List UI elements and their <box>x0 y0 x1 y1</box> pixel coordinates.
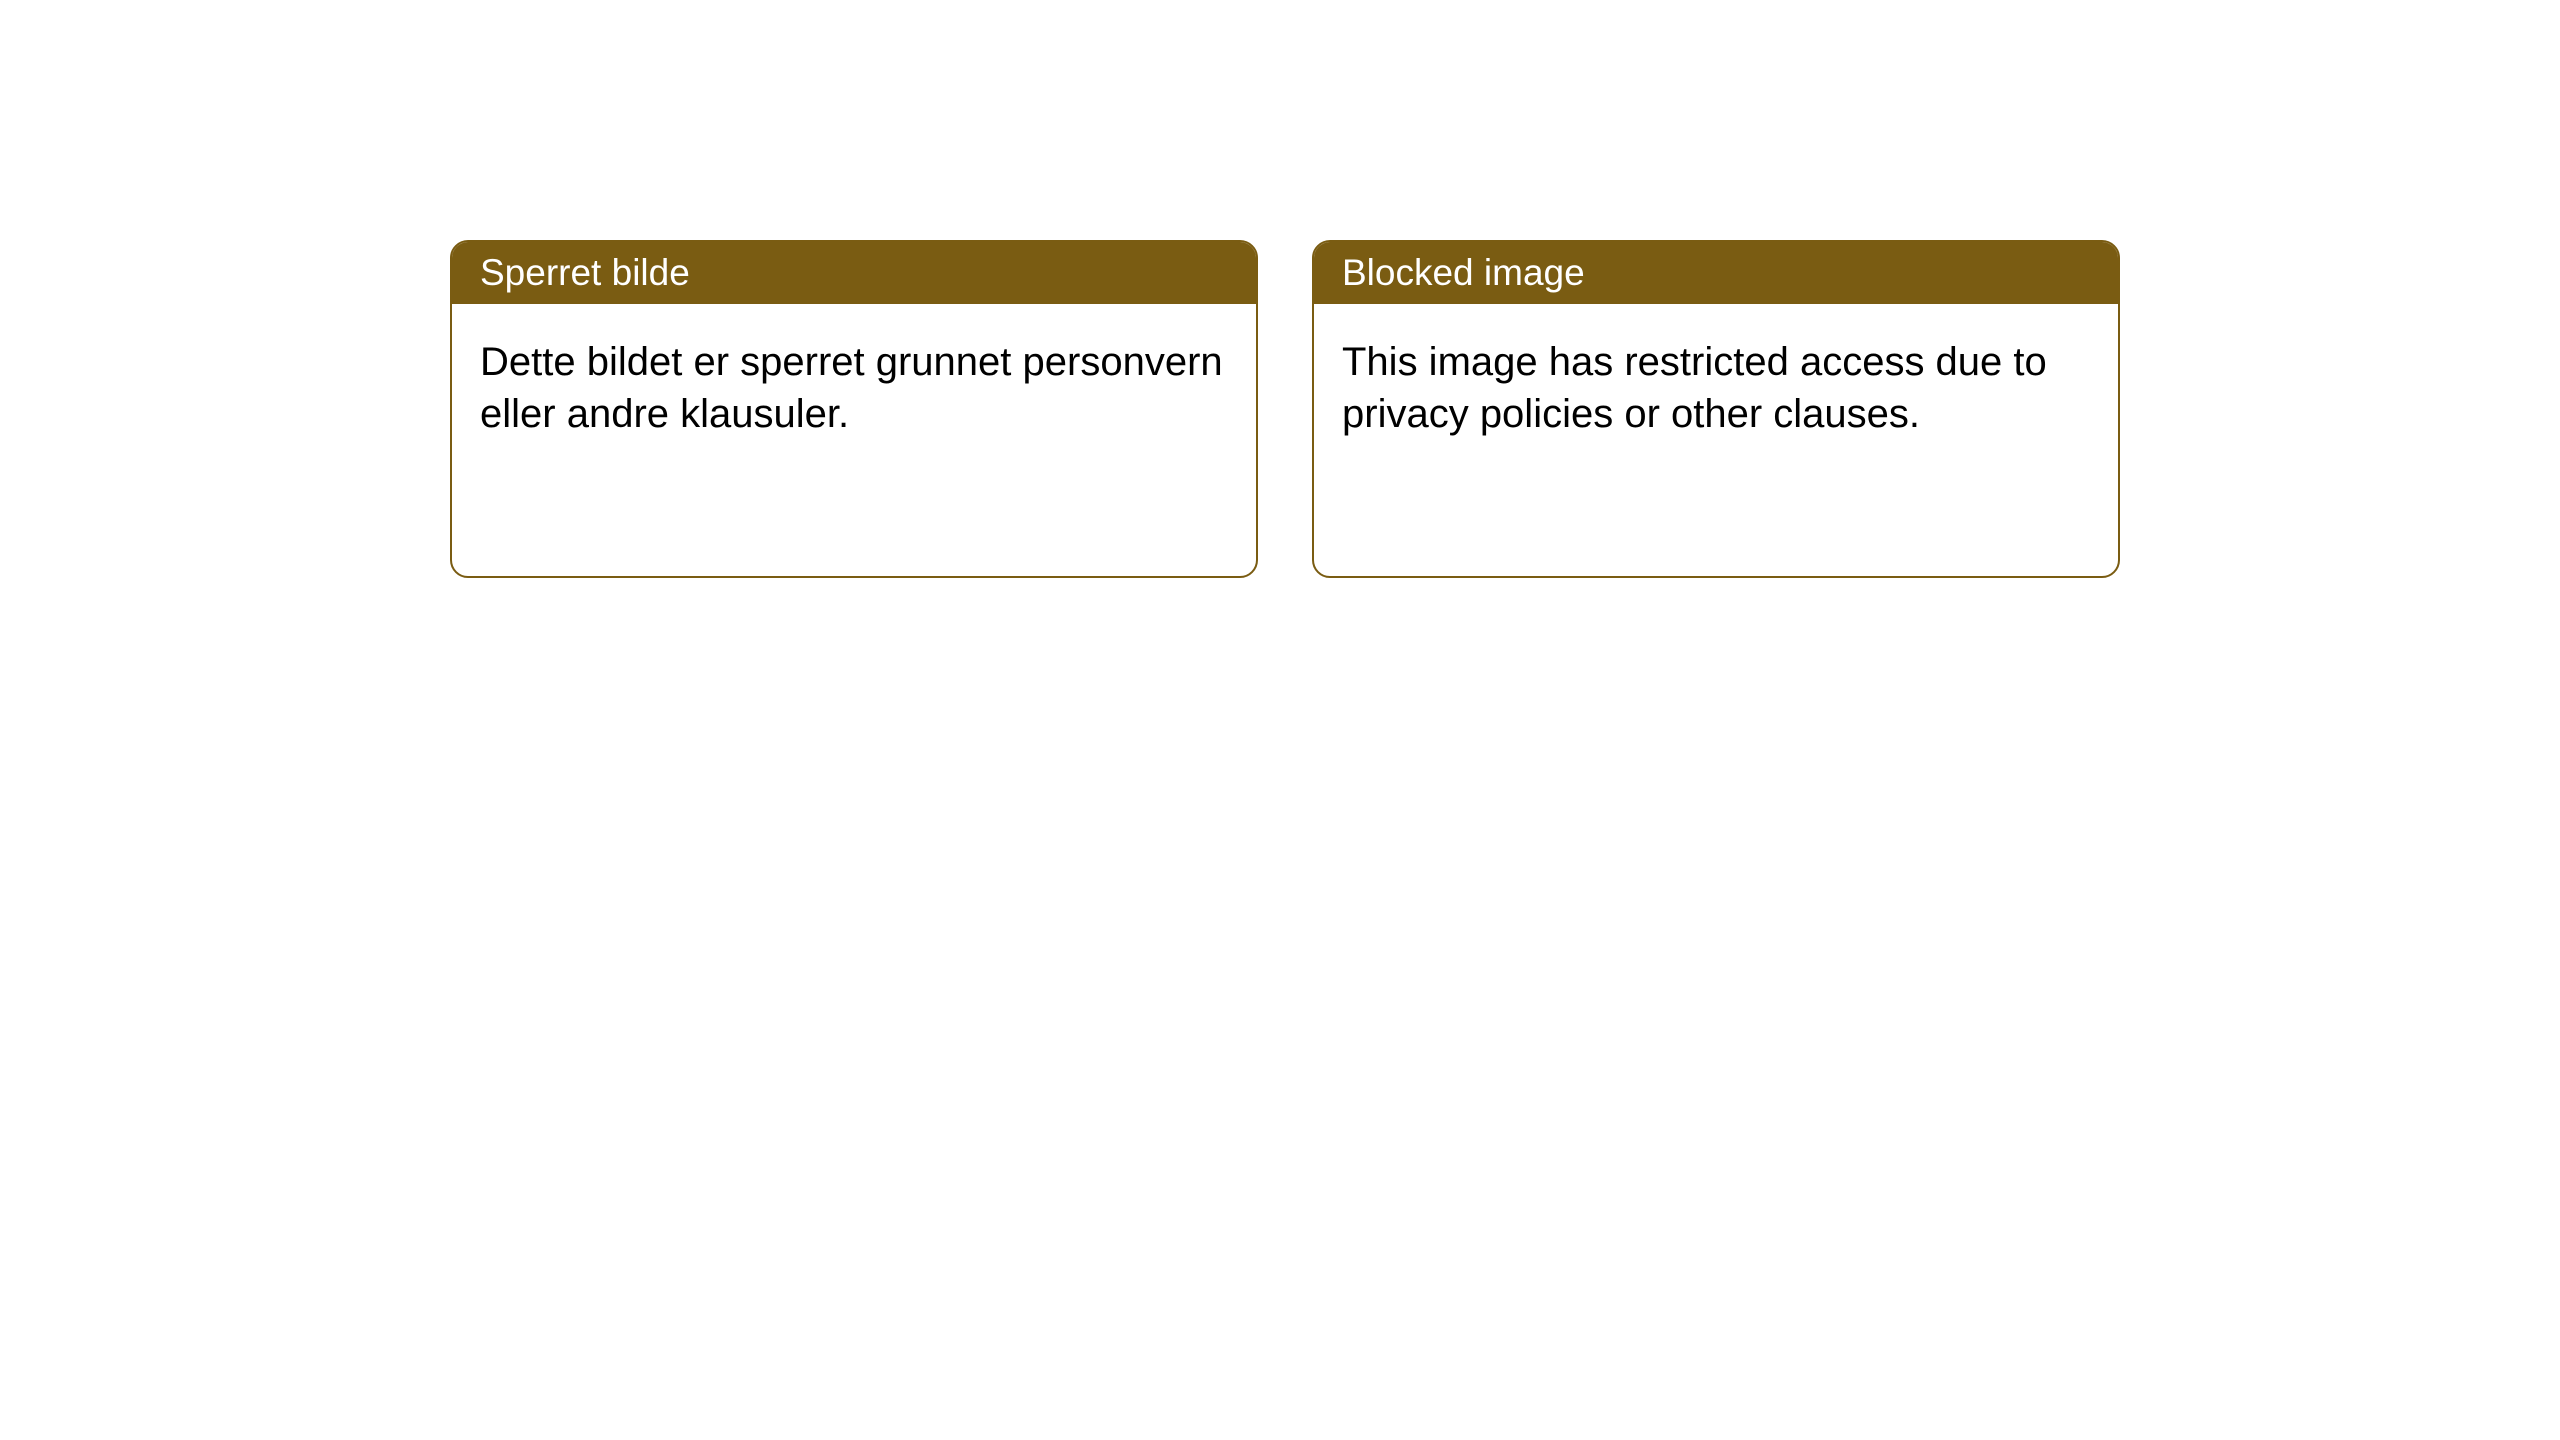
card-text-english: This image has restricted access due to … <box>1342 340 2047 436</box>
card-body-english: This image has restricted access due to … <box>1314 304 2118 472</box>
card-header-english: Blocked image <box>1314 242 2118 304</box>
card-body-norwegian: Dette bildet er sperret grunnet personve… <box>452 304 1256 472</box>
card-title-norwegian: Sperret bilde <box>480 252 690 293</box>
card-header-norwegian: Sperret bilde <box>452 242 1256 304</box>
card-title-english: Blocked image <box>1342 252 1585 293</box>
cards-container: Sperret bilde Dette bildet er sperret gr… <box>0 0 2560 578</box>
card-english: Blocked image This image has restricted … <box>1312 240 2120 578</box>
card-norwegian: Sperret bilde Dette bildet er sperret gr… <box>450 240 1258 578</box>
card-text-norwegian: Dette bildet er sperret grunnet personve… <box>480 340 1223 436</box>
